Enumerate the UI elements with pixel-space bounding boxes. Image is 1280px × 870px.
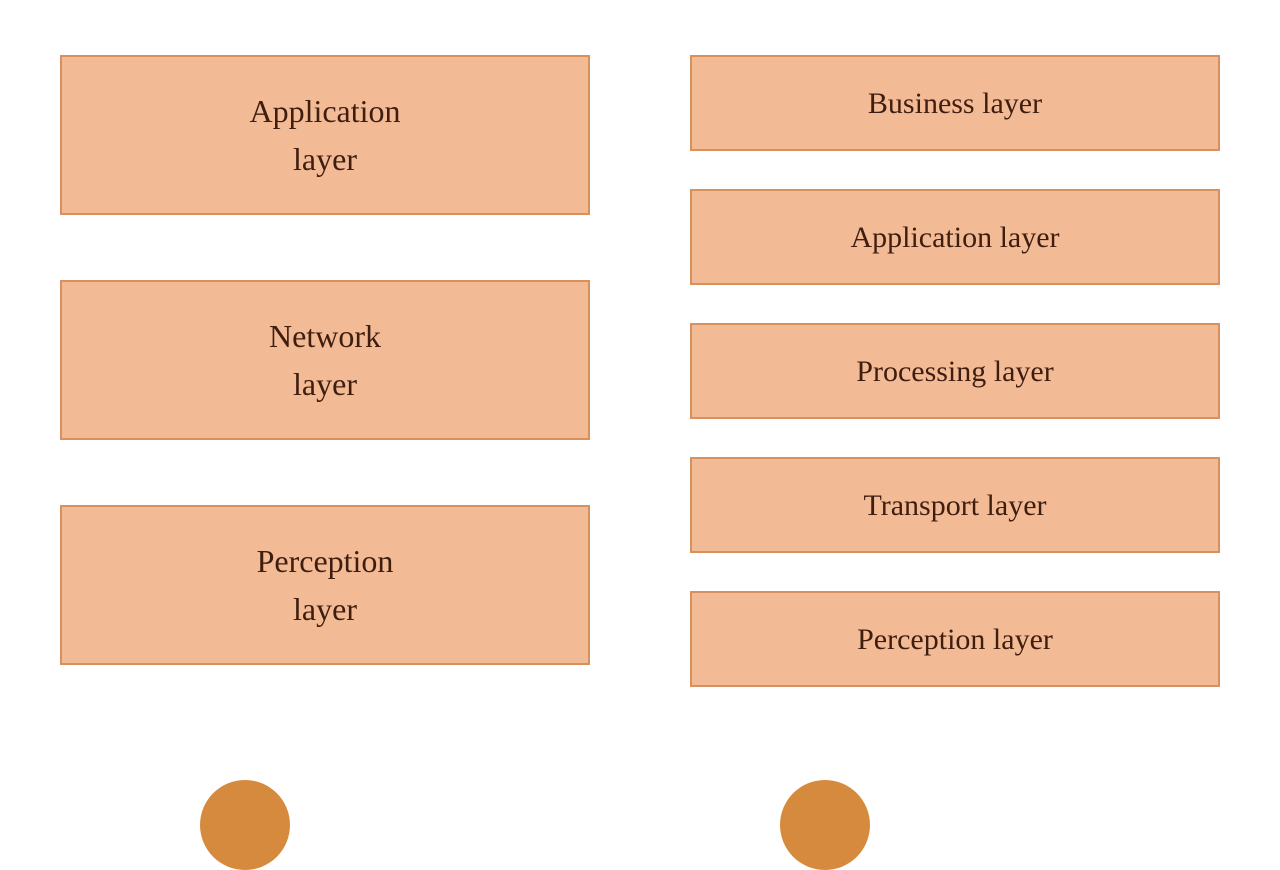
layer-label-line1: Network [269,318,381,354]
layer-label-line2: layer [293,591,357,627]
right-layer-stack: Business layer Application layer Process… [690,55,1220,800]
left-layer-box: Application layer [60,55,590,215]
left-circle-icon [200,780,290,870]
layer-label-line1: Perception [257,543,394,579]
right-layer-box: Processing layer [690,323,1220,419]
layer-label: Perception layer [857,617,1053,662]
layer-label-line2: layer [293,141,357,177]
layer-label: Application layer [249,87,400,183]
right-layer-box: Application layer [690,189,1220,285]
layer-label: Business layer [868,81,1042,126]
right-layer-box: Business layer [690,55,1220,151]
diagram-container: Application layer Network layer Percepti… [0,0,1280,800]
layer-label: Processing layer [856,349,1053,394]
right-circle-icon [780,780,870,870]
layer-label-line2: layer [293,366,357,402]
left-layer-stack: Application layer Network layer Percepti… [60,55,590,800]
right-layer-box: Transport layer [690,457,1220,553]
layer-label: Application layer [850,215,1059,260]
layer-label: Perception layer [257,537,394,633]
layer-label-line1: Application [249,93,400,129]
layer-label: Transport layer [863,483,1046,528]
left-layer-box: Perception layer [60,505,590,665]
left-layer-box: Network layer [60,280,590,440]
right-layer-box: Perception layer [690,591,1220,687]
layer-label: Network layer [269,312,381,408]
